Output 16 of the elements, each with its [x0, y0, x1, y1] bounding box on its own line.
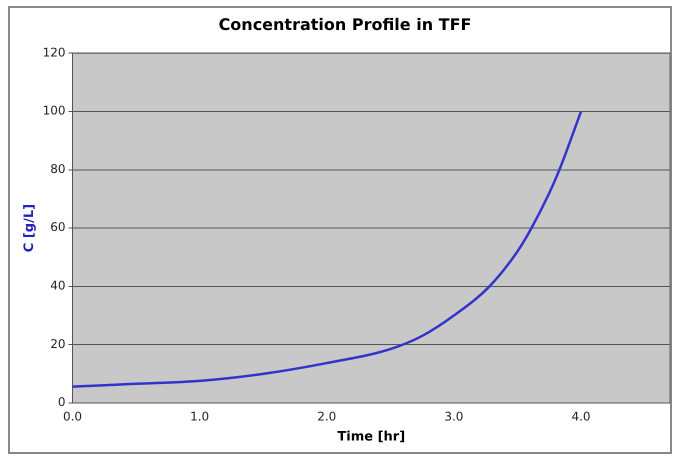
x-tick-label: 0.0 — [62, 409, 82, 424]
x-tick-label: 2.0 — [317, 409, 336, 424]
chart-title: Concentration Profile in TFF — [218, 14, 472, 34]
y-tick-label: 60 — [50, 220, 66, 234]
y-tick-label: 20 — [50, 336, 66, 351]
y-tick-label: 0 — [58, 395, 66, 410]
x-tick-label: 3.0 — [444, 409, 464, 424]
y-tick-label: 40 — [50, 278, 66, 293]
y-axis-title: C [g/L] — [22, 204, 38, 252]
line-series — [72, 110, 582, 388]
x-tick-label: 1.0 — [190, 409, 210, 424]
x-axis-title: Time [hr] — [337, 430, 406, 445]
y-tick-label: 80 — [50, 162, 66, 176]
y-tick-label: 100 — [42, 104, 66, 118]
y-tick-label: 120 — [42, 45, 66, 60]
x-tick-label: 4.0 — [571, 409, 591, 424]
